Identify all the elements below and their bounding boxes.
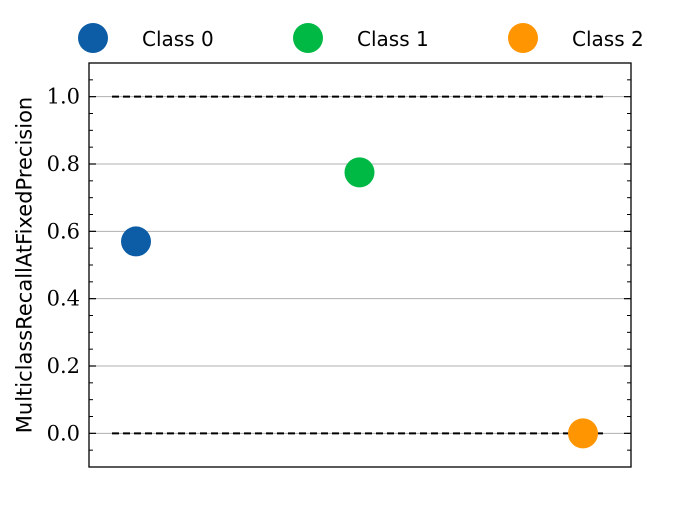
y-axis-label: MulticlassRecallAtFixedPrecision xyxy=(12,97,36,433)
reference-lines xyxy=(112,95,606,435)
data-point-class-0 xyxy=(121,226,151,257)
y-tick-label: 1.0 xyxy=(47,85,80,109)
y-axis-ticks xyxy=(89,62,631,468)
data-point-class-1 xyxy=(344,157,375,188)
y-tick-label: 0.0 xyxy=(47,421,80,445)
y-axis-tick-labels: 0.0 0.2 0.4 0.6 0.8 1.0 xyxy=(47,85,80,446)
y-tick-label: 0.2 xyxy=(47,354,80,378)
legend-label: Class 0 xyxy=(142,27,214,51)
y-tick-label: 0.6 xyxy=(47,219,80,243)
y-tick-label: 0.8 xyxy=(47,152,80,176)
data-point-class-2 xyxy=(568,418,598,449)
data-points xyxy=(121,157,598,449)
legend-label: Class 2 xyxy=(572,27,644,51)
y-tick-label: 0.4 xyxy=(47,287,80,311)
legend: Class 0 Class 1 Class 2 xyxy=(78,23,644,53)
legend-marker xyxy=(508,23,538,53)
gridlines xyxy=(89,96,631,434)
plot-frame xyxy=(88,62,632,468)
legend-marker xyxy=(78,23,108,53)
legend-label: Class 1 xyxy=(357,27,429,51)
legend-marker xyxy=(293,23,323,53)
